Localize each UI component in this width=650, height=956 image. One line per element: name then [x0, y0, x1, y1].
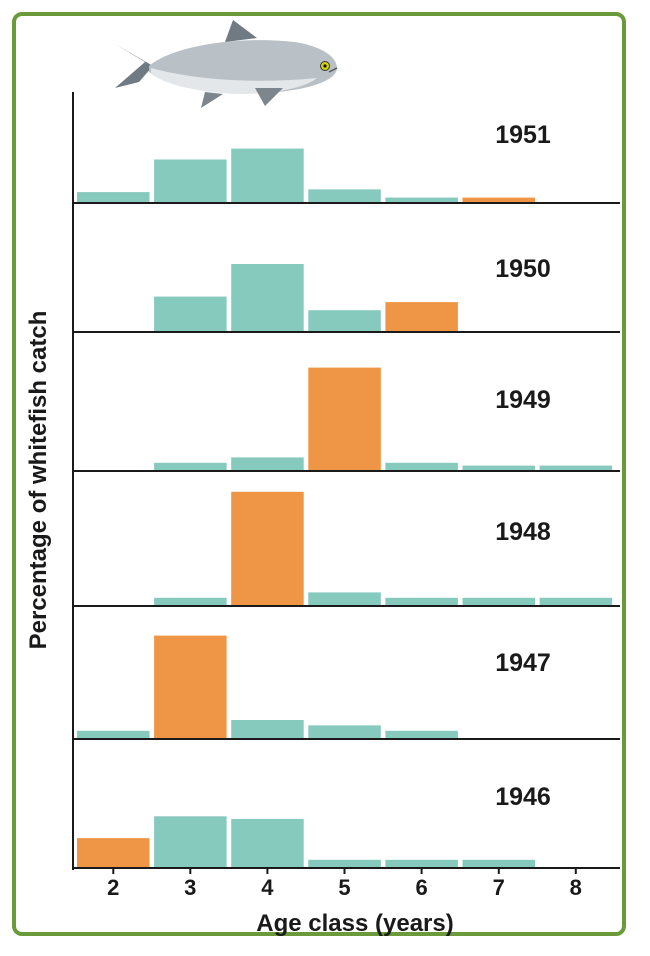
bar-1950-age-5 — [308, 310, 381, 332]
bar-1946-age-6 — [385, 859, 458, 868]
bar-1946-age-2 — [77, 838, 150, 868]
bar-1950-age-6 — [385, 302, 458, 332]
x-tick-label-2: 2 — [107, 875, 119, 900]
bar-1946-age-7 — [462, 859, 535, 868]
bar-1951-age-7 — [462, 197, 535, 203]
bar-1947-age-4 — [231, 720, 304, 739]
bar-1951-age-6 — [385, 197, 458, 203]
bar-1951-age-2 — [77, 192, 150, 203]
year-label-1950: 1950 — [495, 255, 551, 283]
bar-1949-age-4 — [231, 457, 304, 471]
x-tick-label-3: 3 — [184, 875, 196, 900]
bar-1949-age-7 — [462, 465, 535, 471]
bar-1948-age-8 — [539, 597, 613, 606]
bar-1951-age-5 — [308, 189, 381, 203]
x-tick-label-4: 4 — [261, 875, 274, 900]
x-tick-label-7: 7 — [493, 875, 505, 900]
bar-1948-age-5 — [308, 592, 381, 606]
bar-1948-age-7 — [462, 597, 535, 606]
panel-1950: 1950 — [73, 255, 620, 333]
bar-1950-age-3 — [154, 296, 227, 332]
bar-1947-age-2 — [77, 730, 150, 739]
bar-1949-age-3 — [154, 462, 227, 471]
bar-1946-age-5 — [308, 859, 381, 868]
bar-1948-age-4 — [231, 491, 304, 606]
x-axis-label: Age class (years) — [256, 910, 453, 937]
bar-1949-age-8 — [539, 465, 613, 471]
bar-1947-age-6 — [385, 730, 458, 739]
x-tick-label-8: 8 — [570, 875, 582, 900]
panel-1947: 1947 — [73, 635, 620, 740]
bar-1949-age-6 — [385, 462, 458, 471]
panel-1946: 1946 — [73, 783, 620, 869]
bar-1950-age-4 — [231, 264, 304, 332]
year-label-1946: 1946 — [495, 783, 551, 811]
year-label-1948: 1948 — [495, 518, 551, 546]
whitefish-icon — [115, 20, 338, 108]
bar-1951-age-4 — [231, 148, 304, 203]
bar-1951-age-3 — [154, 159, 227, 203]
year-label-1951: 1951 — [495, 121, 551, 149]
bar-1947-age-5 — [308, 725, 381, 739]
bar-1948-age-6 — [385, 597, 458, 606]
x-tick-label-6: 6 — [415, 875, 427, 900]
bar-1949-age-5 — [308, 367, 381, 471]
year-label-1949: 1949 — [495, 386, 551, 414]
panel-1948: 1948 — [73, 491, 620, 607]
year-label-1947: 1947 — [495, 649, 551, 677]
x-tick-label-5: 5 — [338, 875, 350, 900]
bar-1947-age-3 — [154, 635, 227, 739]
figure-frame — [12, 12, 626, 936]
y-axis-label: Percentage of whitefish catch — [25, 311, 52, 650]
bar-1948-age-3 — [154, 597, 227, 606]
bar-1946-age-3 — [154, 816, 227, 868]
panel-1949: 1949 — [73, 367, 620, 472]
panel-1951: 1951 — [73, 121, 620, 204]
bar-1946-age-4 — [231, 819, 304, 868]
